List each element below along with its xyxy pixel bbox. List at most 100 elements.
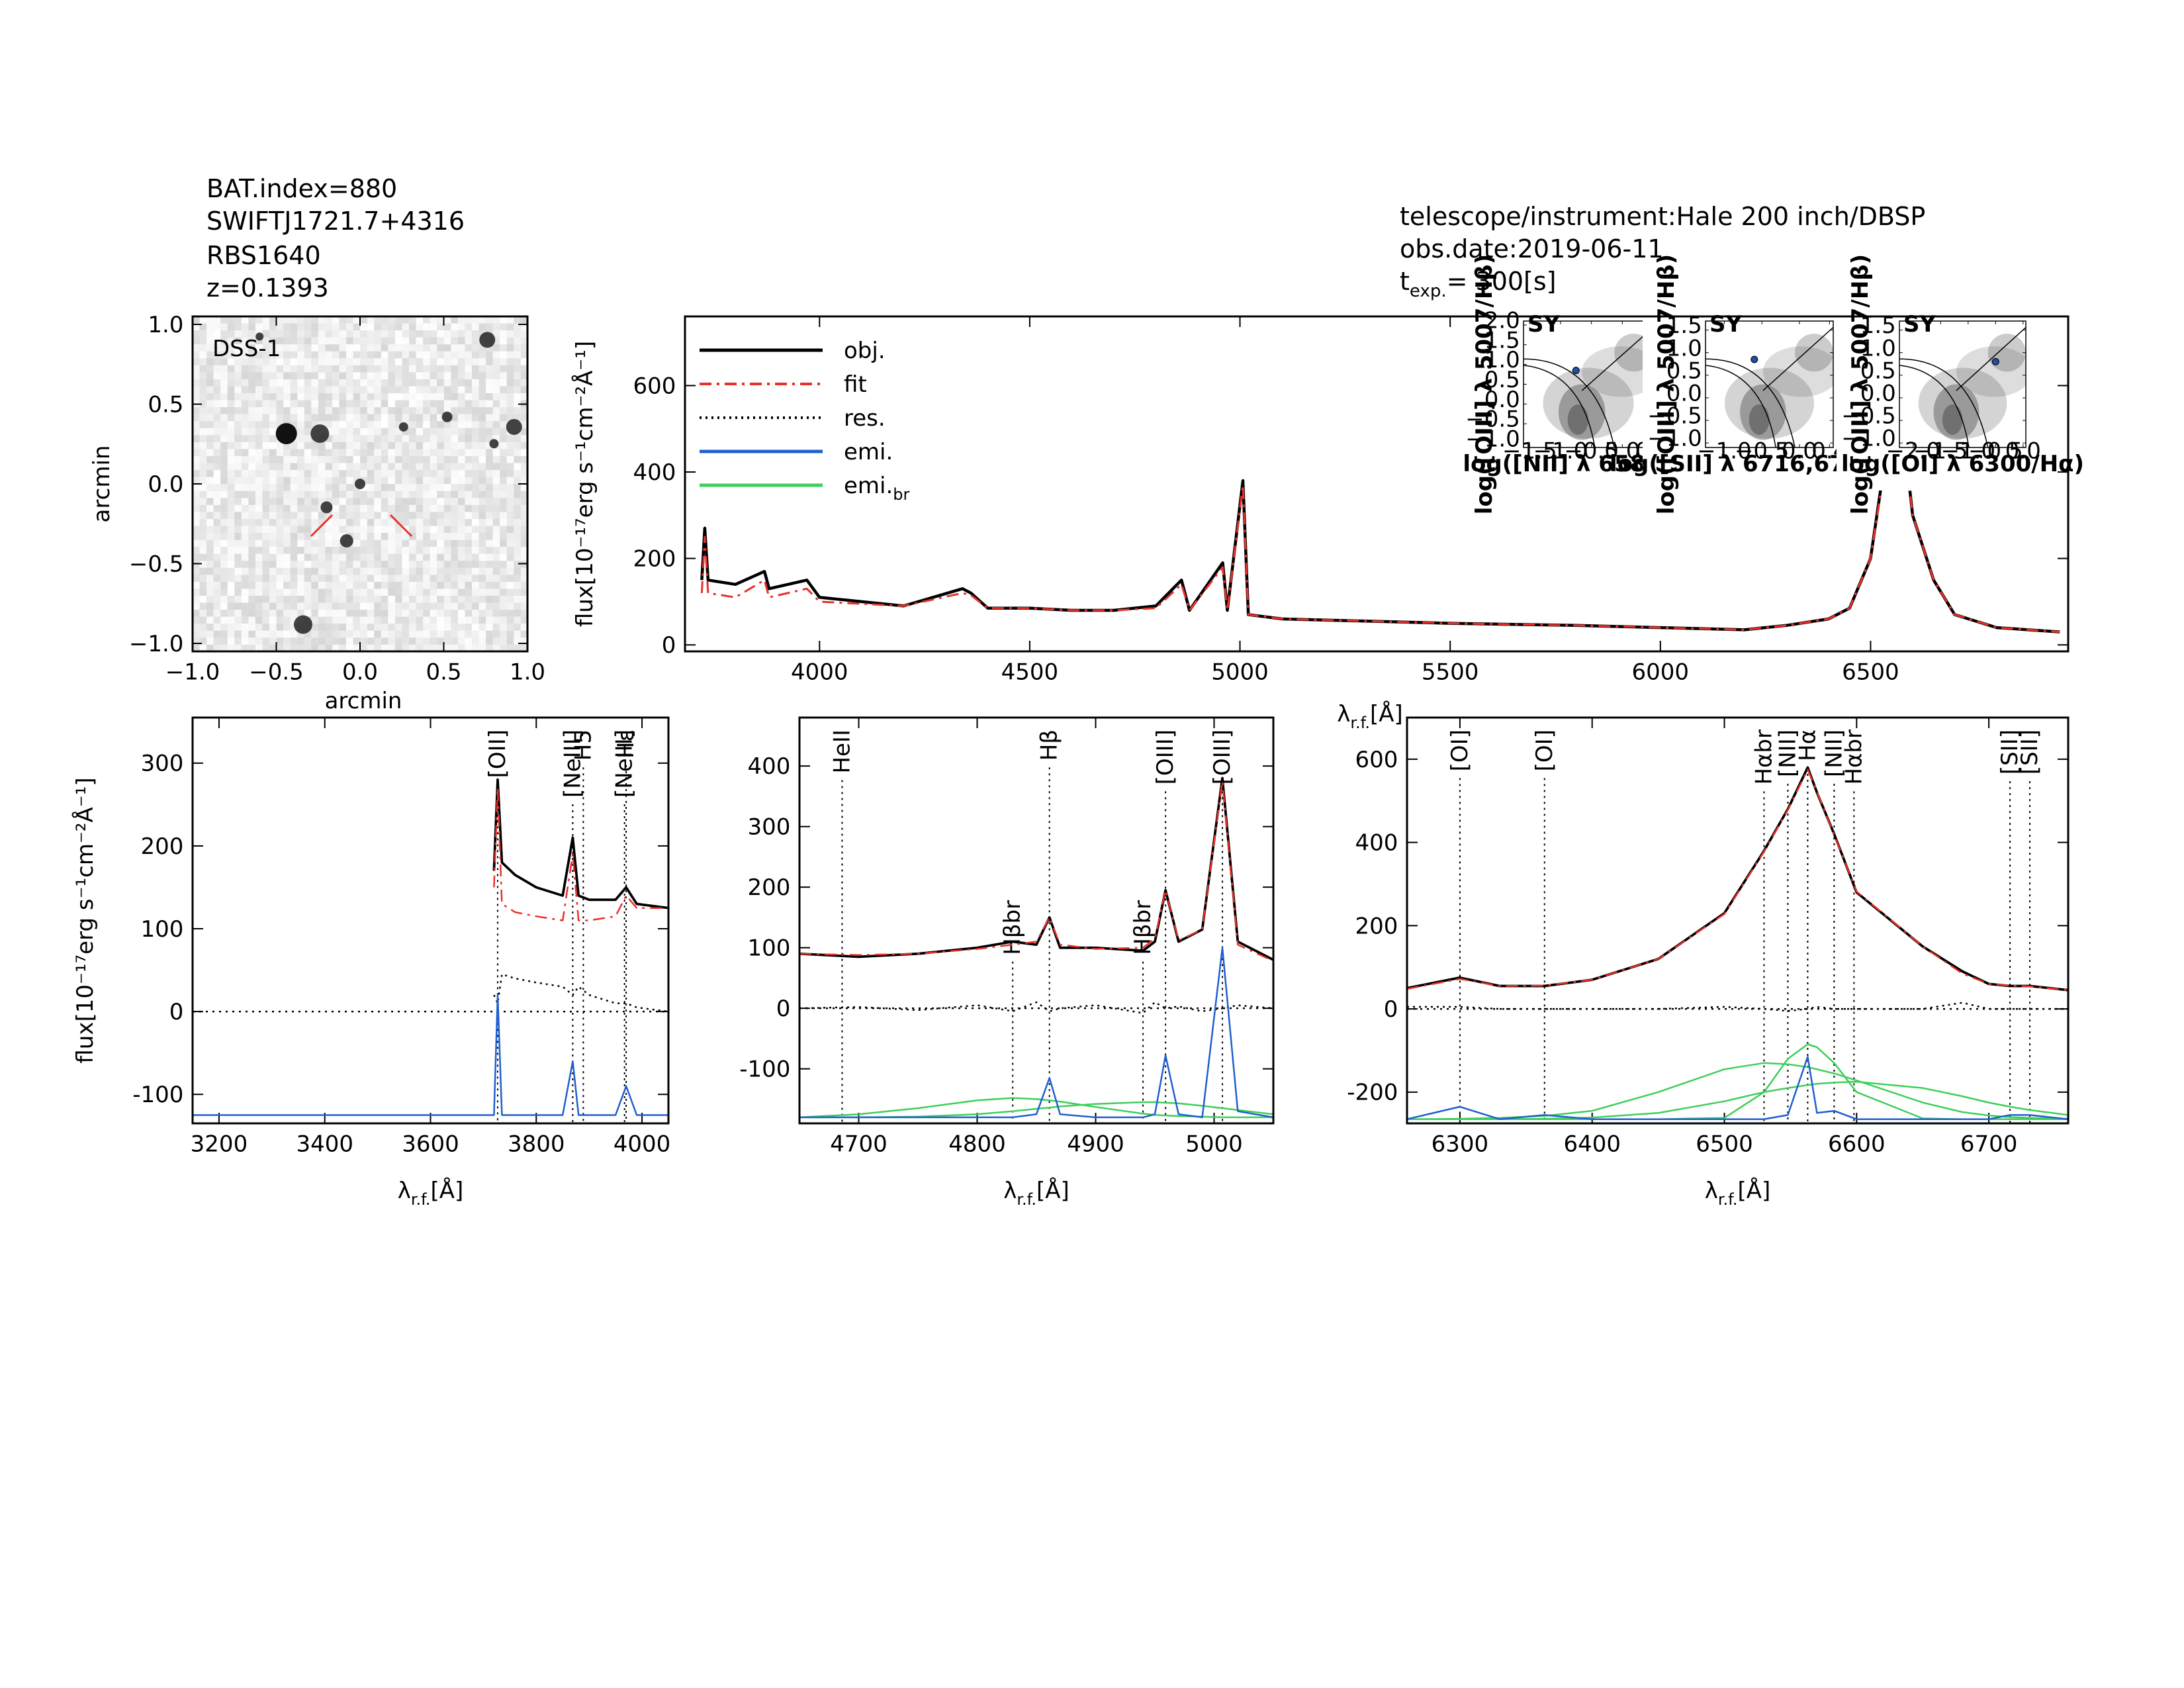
image-pixel <box>290 637 298 645</box>
y-axis-label: flux[10⁻¹⁷erg s⁻¹cm⁻²Å⁻¹] <box>71 777 99 1063</box>
image-pixel <box>220 407 228 414</box>
image-pixel <box>283 323 291 331</box>
image-pixel <box>255 456 263 463</box>
image-pixel <box>367 442 375 449</box>
image-pixel <box>199 463 207 471</box>
image-pixel <box>451 435 458 442</box>
image-pixel <box>346 491 353 498</box>
image-pixel <box>213 442 221 449</box>
image-pixel <box>451 533 458 540</box>
image-pixel <box>478 435 486 442</box>
image-pixel <box>465 561 473 568</box>
image-pixel <box>255 400 263 408</box>
image-pixel <box>206 596 214 603</box>
image-pixel <box>520 414 528 422</box>
image-pixel <box>492 533 500 540</box>
image-pixel <box>220 553 228 561</box>
image-pixel <box>430 610 437 617</box>
image-pixel <box>220 547 228 554</box>
image-pixel <box>381 421 388 428</box>
image-pixel <box>234 379 242 387</box>
image-pixel <box>465 588 473 596</box>
image-pixel <box>478 463 486 471</box>
image-pixel <box>409 393 416 400</box>
image-pixel <box>199 616 207 624</box>
image-pixel <box>374 365 381 373</box>
image-pixel <box>234 449 242 457</box>
image-pixel <box>193 637 200 645</box>
image-pixel <box>437 630 444 638</box>
image-pixel <box>276 596 284 603</box>
image-pixel <box>437 610 444 617</box>
image-pixel <box>423 323 430 331</box>
image-pixel <box>262 407 270 414</box>
image-pixel <box>465 644 473 652</box>
image-pixel <box>478 344 486 352</box>
image-pixel <box>304 526 312 534</box>
x-tick-label: 3400 <box>296 1131 353 1158</box>
image-pixel <box>353 323 361 331</box>
image-pixel <box>262 533 270 540</box>
image-pixel <box>297 442 304 449</box>
image-pixel <box>353 414 361 422</box>
image-pixel <box>269 588 277 596</box>
image-pixel <box>381 449 388 457</box>
image-pixel <box>297 561 304 568</box>
image-pixel <box>402 344 410 352</box>
image-pixel <box>443 553 451 561</box>
image-pixel <box>241 435 249 442</box>
y-tick-label: −1.0 <box>129 631 184 657</box>
image-pixel <box>276 330 284 338</box>
image-pixel <box>339 400 347 408</box>
image-pixel <box>402 547 410 554</box>
image-pixel <box>255 344 263 352</box>
image-pixel <box>353 365 361 373</box>
image-pixel <box>360 323 367 331</box>
image-pixel <box>248 477 255 485</box>
image-pixel <box>437 358 444 365</box>
image-pixel <box>500 484 507 491</box>
image-pixel <box>283 610 291 617</box>
image-pixel <box>213 316 221 324</box>
image-pixel <box>283 358 291 365</box>
image-pixel <box>353 533 361 540</box>
image-pixel <box>367 330 375 338</box>
image-pixel <box>234 561 242 568</box>
image-pixel <box>514 442 521 449</box>
image-pixel <box>339 504 347 512</box>
image-pixel <box>311 337 318 345</box>
image-pixel <box>409 470 416 477</box>
image-pixel <box>248 581 255 589</box>
image-pixel <box>367 581 375 589</box>
image-pixel <box>325 414 333 422</box>
image-pixel <box>206 644 214 652</box>
image-pixel <box>437 407 444 414</box>
image-pixel <box>339 351 347 359</box>
image-pixel <box>311 456 318 463</box>
image-pixel <box>220 344 228 352</box>
image-pixel <box>465 616 473 624</box>
image-pixel <box>472 575 479 582</box>
image-pixel <box>213 539 221 547</box>
image-pixel <box>213 323 221 331</box>
image-pixel <box>193 561 200 568</box>
image-pixel <box>332 624 340 631</box>
image-pixel <box>486 610 493 617</box>
image-pixel <box>276 581 284 589</box>
target-marker <box>310 514 334 538</box>
line-label: [OIII] <box>1209 729 1236 784</box>
image-pixel <box>416 637 424 645</box>
image-pixel <box>465 379 473 387</box>
image-pixel <box>423 553 430 561</box>
image-pixel <box>360 498 367 505</box>
image-pixel <box>500 518 507 526</box>
image-pixel <box>227 616 235 624</box>
image-pixel <box>276 421 284 428</box>
y-tick-label: −1.0 <box>1465 426 1520 453</box>
image-pixel <box>374 533 381 540</box>
image-pixel <box>318 316 326 324</box>
image-pixel <box>472 588 479 596</box>
image-pixel <box>262 463 270 471</box>
image-pixel <box>199 504 207 512</box>
image-pixel <box>255 435 263 442</box>
